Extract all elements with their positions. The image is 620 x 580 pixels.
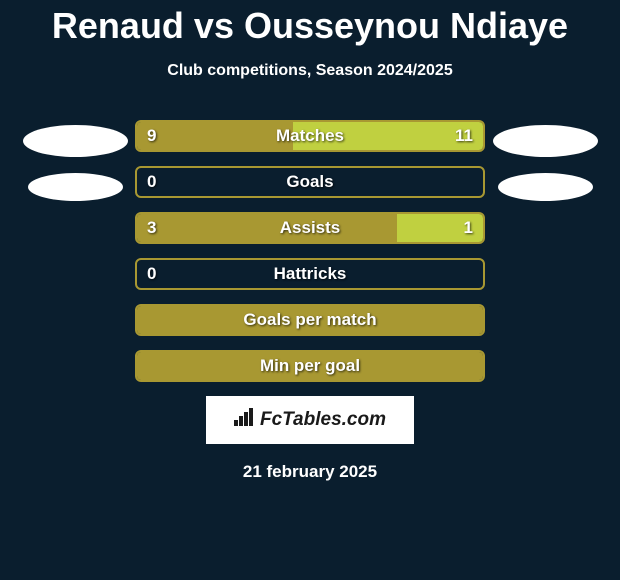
branding-box: FcTables.com	[206, 396, 414, 444]
page-subtitle: Club competitions, Season 2024/2025	[167, 62, 452, 80]
stat-bar: Goals per match	[135, 304, 485, 336]
bar-label: Assists	[280, 218, 340, 238]
player-logo-placeholder	[498, 173, 593, 201]
stat-bar: 0 Goals	[135, 166, 485, 198]
bar-label: Min per goal	[260, 356, 360, 376]
stat-bars-column: 9 Matches 11 0 Goals 3 Assists 1 0 Hattricks Goals…	[135, 120, 485, 382]
bar-label: Hattricks	[274, 264, 347, 284]
chart-icon	[234, 408, 256, 432]
bar-value-left: 9	[147, 126, 156, 146]
left-player-column	[15, 120, 135, 201]
stat-bar: 0 Hattricks	[135, 258, 485, 290]
stat-bar: 9 Matches 11	[135, 120, 485, 152]
chart-area: 9 Matches 11 0 Goals 3 Assists 1 0 Hattricks Goals…	[0, 120, 620, 382]
page-title: Renaud vs Ousseynou Ndiaye	[52, 5, 568, 47]
player-logo-placeholder	[493, 125, 598, 157]
player-logo-placeholder	[23, 125, 128, 157]
bar-label: Matches	[276, 126, 344, 146]
bar-fill-left	[137, 122, 293, 150]
bar-value-right: 1	[464, 218, 473, 238]
comparison-container: Renaud vs Ousseynou Ndiaye Club competit…	[0, 0, 620, 580]
bar-value-left: 0	[147, 264, 156, 284]
bar-fill-left	[137, 214, 397, 242]
bar-value-right: 11	[455, 126, 473, 146]
stat-bar: 3 Assists 1	[135, 212, 485, 244]
bar-value-left: 3	[147, 218, 156, 238]
player-logo-placeholder	[28, 173, 123, 201]
bar-label: Goals per match	[243, 310, 376, 330]
bar-label: Goals	[286, 172, 333, 192]
bar-value-left: 0	[147, 172, 156, 192]
stat-bar: Min per goal	[135, 350, 485, 382]
date-text: 21 february 2025	[243, 462, 377, 482]
right-player-column	[485, 120, 605, 201]
branding-label: FcTables.com	[260, 409, 386, 431]
branding-text: FcTables.com	[234, 408, 386, 432]
